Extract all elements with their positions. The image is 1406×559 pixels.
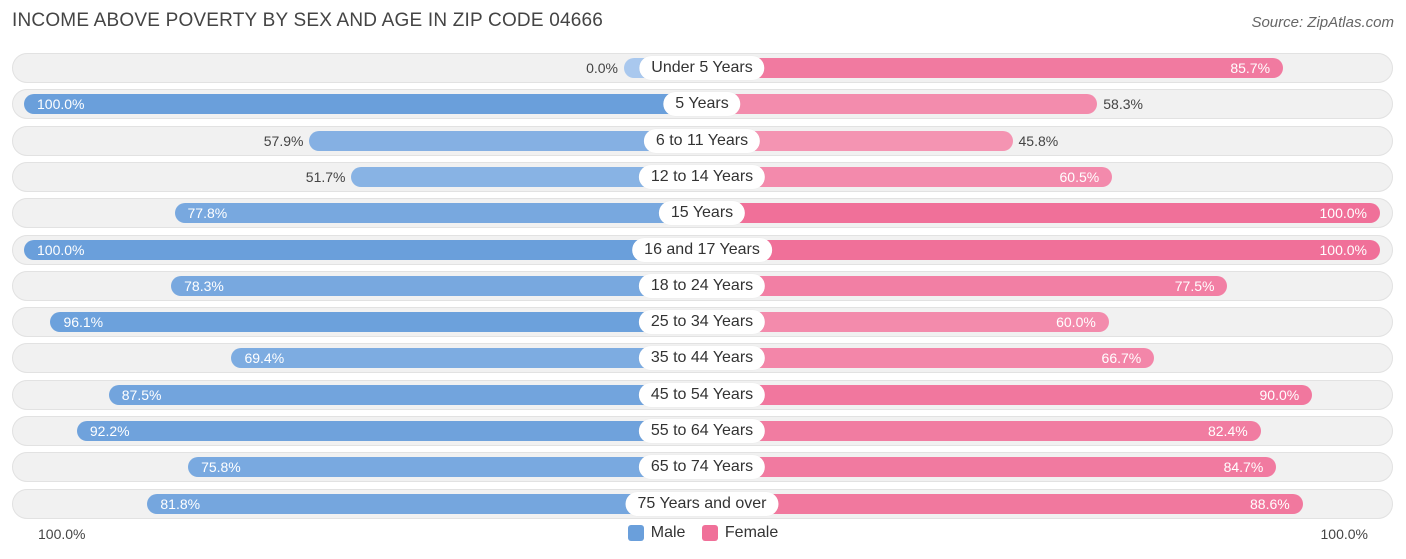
bar-male[interactable] (351, 166, 702, 187)
value-label-male: 81.8% (160, 495, 201, 512)
value-label-female: 58.3% (1103, 96, 1143, 113)
bar-male[interactable] (50, 312, 702, 333)
category-label: 18 to 24 Years (638, 273, 766, 298)
value-label-female: 88.6% (1250, 495, 1290, 512)
value-label-male: 100.0% (37, 241, 85, 258)
bar-female[interactable] (702, 312, 1109, 333)
value-label-male: 87.5% (121, 386, 162, 403)
value-label-male: 92.2% (89, 423, 130, 439)
legend-item-female[interactable]: Female (701, 524, 779, 542)
value-label-female: 60.0% (1056, 314, 1096, 331)
legend-swatch-male (627, 525, 644, 541)
category-label: 75 Years and over (625, 491, 779, 516)
value-label-male: 51.7% (305, 168, 346, 185)
value-label-male: 69.4% (244, 350, 285, 367)
bar-male[interactable] (171, 275, 702, 296)
axis-right-label: 100.0% (1320, 526, 1368, 542)
value-label-male: 78.3% (184, 277, 224, 294)
bar-male[interactable] (147, 493, 702, 514)
bar-female[interactable] (702, 58, 1284, 78)
legend: Male Female (0, 524, 1406, 546)
category-label: 16 and 17 Years (632, 237, 772, 262)
category-label: 35 to 44 Years (638, 346, 766, 371)
bar-male[interactable] (24, 239, 702, 260)
bar-female[interactable] (702, 239, 1380, 260)
value-label-male: 0.0% (586, 60, 618, 76)
category-label: 55 to 64 Years (638, 419, 766, 443)
value-label-female: 90.0% (1259, 386, 1300, 403)
bar-female[interactable] (702, 457, 1277, 478)
bar-female[interactable] (702, 348, 1155, 369)
category-label: 15 Years (658, 201, 746, 226)
legend-swatch-female (701, 525, 718, 541)
legend-label-female: Female (724, 524, 779, 541)
value-label-female: 100.0% (1319, 205, 1367, 222)
value-label-female: 66.7% (1101, 350, 1142, 367)
category-label: 6 to 11 Years (643, 128, 761, 153)
value-label-male: 75.8% (201, 459, 241, 476)
chart-title: INCOME ABOVE POVERTY BY SEX AND AGE IN Z… (12, 10, 604, 31)
bar-female[interactable] (702, 384, 1313, 405)
bar-female[interactable] (702, 130, 1013, 151)
bar-male[interactable] (24, 94, 702, 115)
bar-female[interactable] (702, 94, 1098, 115)
bar-male[interactable] (188, 457, 702, 478)
value-label-female: 60.5% (1059, 168, 1100, 185)
legend-item-male[interactable]: Male (627, 524, 686, 542)
value-label-female: 82.4% (1207, 423, 1248, 439)
category-label: 65 to 74 Years (638, 455, 766, 480)
bar-male[interactable] (108, 384, 702, 405)
value-label-male: 57.9% (263, 132, 304, 149)
axis-left-label: 100.0% (38, 526, 86, 542)
bar-female[interactable] (702, 203, 1380, 224)
category-label: 5 Years (663, 92, 741, 117)
value-label-female: 45.8% (1018, 132, 1059, 149)
value-label-male: 96.1% (63, 314, 104, 331)
value-label-female: 77.5% (1174, 277, 1215, 294)
source-label: Source: ZipAtlas.com (1251, 14, 1394, 31)
value-label-male: 77.8% (187, 205, 228, 222)
bar-female[interactable] (702, 275, 1228, 296)
category-label: 45 to 54 Years (638, 382, 766, 407)
bar-female[interactable] (702, 493, 1303, 514)
bar-male[interactable] (309, 130, 702, 151)
category-label: 25 to 34 Years (638, 310, 766, 335)
bar-male[interactable] (174, 203, 702, 224)
value-label-male: 100.0% (37, 96, 85, 113)
bar-male[interactable] (231, 348, 702, 369)
bar-female[interactable] (702, 166, 1113, 187)
value-label-female: 84.7% (1223, 459, 1264, 476)
category-label: Under 5 Years (639, 56, 765, 80)
legend-label-male: Male (650, 524, 686, 541)
bar-male[interactable] (76, 421, 702, 441)
bar-female[interactable] (702, 421, 1261, 441)
value-label-female: 85.7% (1230, 60, 1271, 76)
value-label-female: 100.0% (1319, 241, 1367, 258)
category-label: 12 to 14 Years (638, 164, 766, 189)
